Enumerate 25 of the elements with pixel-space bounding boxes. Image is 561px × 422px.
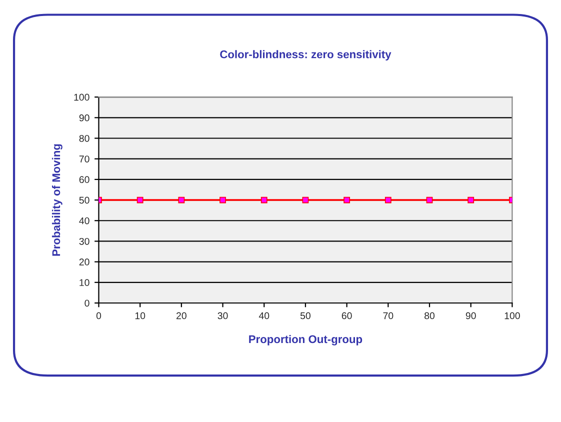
x-tick-label: 30 xyxy=(218,312,228,320)
y-tick-label: 20 xyxy=(79,258,90,266)
y-tick-label: 50 xyxy=(79,196,90,204)
y-tick-label: 60 xyxy=(79,176,90,184)
y-tick-label: 80 xyxy=(79,134,90,142)
x-tick-label: 80 xyxy=(424,312,435,320)
x-tick-label: 40 xyxy=(258,312,270,320)
x-tick-label: 10 xyxy=(135,312,146,320)
x-tick-label: 90 xyxy=(466,312,476,320)
x-tick-label: 0 xyxy=(96,312,102,320)
x-tick-label: 20 xyxy=(176,312,186,320)
y-axis-title: Probability of Moving xyxy=(52,144,62,256)
x-axis-title: Proportion Out-group xyxy=(249,334,362,346)
y-tick-label: 70 xyxy=(79,156,90,162)
chart-title: Color-blindness: zero sensitivity xyxy=(220,50,392,60)
y-tick-label: 10 xyxy=(80,279,90,286)
x-tick-label: 60 xyxy=(342,312,352,320)
y-tick-label: 0 xyxy=(84,300,90,307)
x-tick-label: 50 xyxy=(300,312,310,320)
y-tick-label: 100 xyxy=(74,94,90,101)
x-tick-label: 100 xyxy=(504,312,520,320)
y-tick-label: 30 xyxy=(79,238,90,245)
y-tick-label: 40 xyxy=(79,217,90,224)
y-tick-label: 90 xyxy=(79,114,90,122)
x-tick-label: 70 xyxy=(383,312,394,320)
